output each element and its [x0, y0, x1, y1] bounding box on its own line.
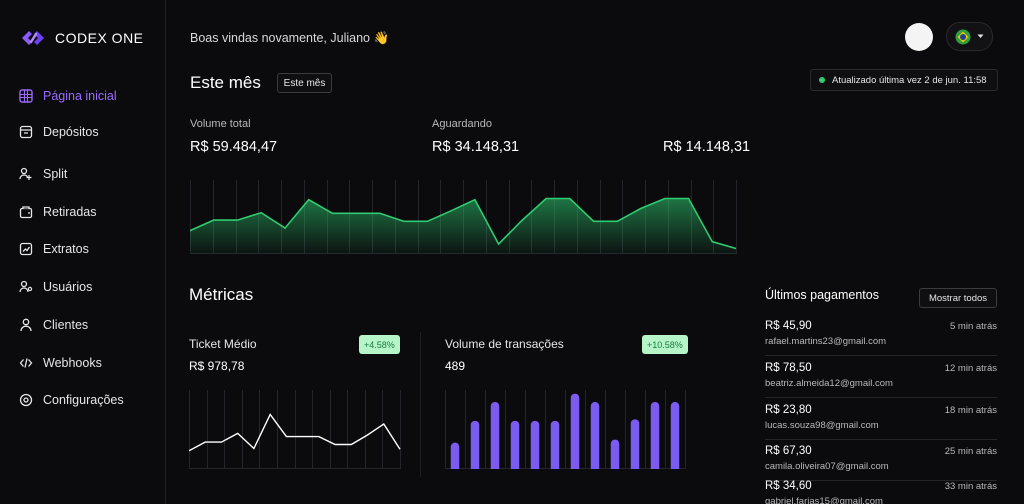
code-icon — [19, 358, 33, 368]
sidebar: CODEX ONE Página inicial Depósitos Split… — [0, 0, 166, 504]
deposit-icon — [19, 125, 33, 139]
sidebar-item-usuarios[interactable]: Usuários — [19, 280, 92, 294]
sidebar-item-label: Configurações — [43, 393, 124, 407]
third-value: R$ 14.148,31 — [663, 139, 751, 155]
last-updated-status: Atualizado última vez 2 de jun. 11:58 — [810, 69, 998, 91]
payment-time: 5 min atrás — [950, 321, 997, 332]
payment-time: 33 min atrás — [944, 481, 997, 492]
transaction-bar — [550, 420, 560, 469]
sidebar-item-label: Depósitos — [43, 125, 99, 139]
split-users-icon — [19, 167, 32, 180]
sidebar-item-clientes[interactable]: Clientes — [19, 318, 88, 332]
users-icon — [19, 280, 33, 293]
sidebar-item-label: Usuários — [43, 280, 93, 294]
chevron-down-icon — [977, 34, 984, 38]
status-dot-icon — [819, 77, 825, 83]
volume-area-fill — [190, 198, 736, 254]
metrics-divider — [420, 332, 421, 477]
volume-total-label: Volume total — [190, 118, 251, 130]
payment-amount: R$ 45,90 — [765, 320, 812, 332]
welcome-message: Boas vindas novamente, Juliano 👋 — [190, 31, 390, 45]
transaction-bar — [590, 402, 600, 469]
transaction-bar — [510, 420, 520, 469]
payment-row[interactable]: R$ 67,30 25 min atrás camila.oliveira07@… — [765, 445, 997, 481]
sidebar-item-label: Split — [43, 167, 68, 181]
transaction-bar — [530, 420, 540, 469]
show-all-button[interactable]: Mostrar todos — [919, 288, 997, 308]
payment-row[interactable]: R$ 45,90 5 min atrás rafael.martins23@gm… — [765, 320, 997, 356]
sidebar-item-webhooks[interactable]: Webhooks — [19, 356, 102, 370]
payment-amount: R$ 78,50 — [765, 362, 812, 374]
transaction-bar — [490, 402, 500, 469]
payment-row[interactable]: R$ 23,80 18 min atrás lucas.souza98@gmai… — [765, 404, 997, 440]
payment-row[interactable]: R$ 34,60 33 min atrás gabriel.farias15@g… — [765, 480, 997, 504]
transaction-volume-label: Volume de transações — [445, 337, 564, 351]
ticket-medio-chart — [189, 390, 401, 469]
avatar[interactable] — [905, 23, 933, 51]
ticket-medio-value: R$ 978,78 — [189, 359, 245, 373]
payment-email: lucas.souza98@gmail.com — [765, 420, 879, 431]
transaction-volume-chart — [445, 390, 686, 469]
sidebar-item-label: Extratos — [43, 242, 89, 256]
payment-time: 25 min atrás — [944, 446, 997, 457]
payment-email: camila.oliveira07@gmail.com — [765, 461, 889, 472]
sidebar-item-split[interactable]: Split — [19, 167, 67, 181]
overview-title: Este mês — [190, 73, 261, 92]
waiting-value: R$ 34.148,31 — [432, 139, 520, 155]
transaction-bar — [610, 439, 620, 469]
settings-icon — [19, 393, 33, 407]
payment-email: rafael.martins23@gmail.com — [765, 336, 887, 347]
home-grid-icon — [19, 89, 33, 103]
clients-icon — [20, 318, 32, 332]
main-content: Boas vindas novamente, Juliano 👋 Este mê… — [166, 0, 1024, 504]
transaction-bar — [570, 393, 580, 469]
sidebar-item-retiradas[interactable]: Retiradas — [19, 205, 97, 219]
brand-logo[interactable]: CODEX ONE — [19, 28, 144, 48]
payment-email: gabriel.farias15@gmail.com — [765, 496, 883, 504]
latest-payments-title: Últimos pagamentos — [765, 288, 879, 302]
volume-series-line — [190, 197, 737, 250]
payment-row[interactable]: R$ 78,50 12 min atrás beatriz.almeida12@… — [765, 362, 997, 398]
transaction-volume-value: 489 — [445, 359, 466, 373]
transaction-bar — [630, 419, 640, 469]
payment-amount: R$ 67,30 — [765, 445, 812, 457]
waiting-label: Aguardando — [432, 118, 492, 130]
transaction-bar — [470, 420, 480, 469]
metrics-title: Métricas — [189, 285, 254, 304]
transaction-bar — [450, 442, 460, 469]
brand-name: CODEX ONE — [55, 30, 144, 46]
sidebar-item-extratos[interactable]: Extratos — [19, 242, 89, 256]
ticket-series-line — [189, 413, 401, 452]
payment-email: beatriz.almeida12@gmail.com — [765, 378, 893, 389]
sidebar-item-label: Retiradas — [43, 205, 97, 219]
codex-logo-icon — [22, 31, 44, 45]
transaction-bar — [650, 402, 660, 469]
sidebar-item-home[interactable]: Página inicial — [19, 89, 117, 103]
monthly-volume-chart — [190, 180, 737, 254]
sidebar-item-configuracoes[interactable]: Configurações — [19, 393, 124, 407]
ticket-growth-badge: +4.58% — [359, 335, 400, 354]
payment-time: 18 min atrás — [944, 405, 997, 416]
transaction-growth-badge: +10.58% — [642, 335, 688, 354]
transaction-bar — [670, 402, 680, 469]
last-updated-text: Atualizado última vez 2 de jun. 11:58 — [832, 74, 987, 86]
period-filter-button[interactable]: Este mês — [277, 73, 332, 93]
sidebar-item-label: Webhooks — [43, 356, 102, 370]
language-selector[interactable] — [946, 22, 993, 51]
ticket-medio-label: Ticket Médio — [189, 337, 257, 351]
sidebar-item-label: Página inicial — [43, 89, 117, 103]
wallet-icon — [19, 206, 33, 219]
brazil-flag-icon — [955, 29, 971, 44]
payment-amount: R$ 34,60 — [765, 480, 812, 492]
payment-amount: R$ 23,80 — [765, 404, 812, 416]
statement-icon — [19, 242, 33, 256]
payment-time: 12 min atrás — [944, 363, 997, 374]
sidebar-item-label: Clientes — [43, 318, 89, 332]
sidebar-item-depositos[interactable]: Depósitos — [19, 125, 99, 139]
volume-total-value: R$ 59.484,47 — [190, 139, 278, 155]
